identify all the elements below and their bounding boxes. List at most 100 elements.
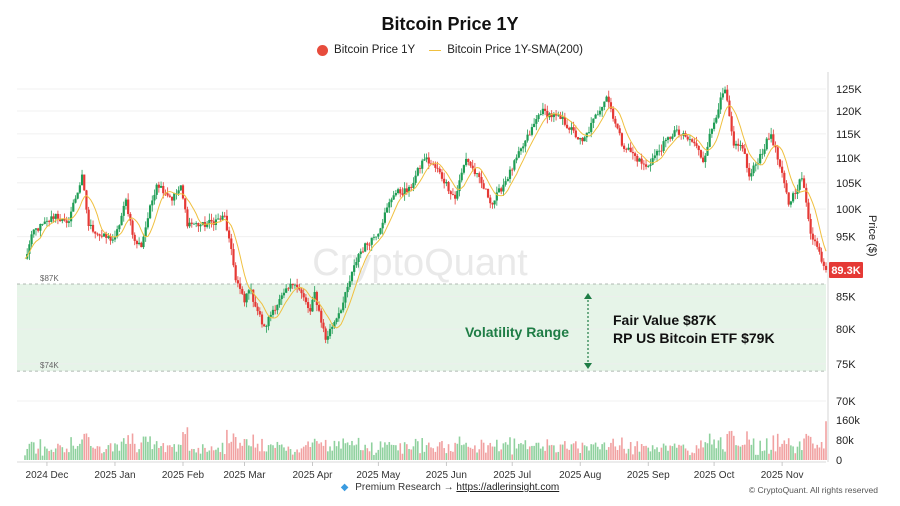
candle-body: [256, 306, 259, 312]
candle-body: [636, 155, 639, 162]
volume-bar: [702, 447, 704, 460]
candle-body: [616, 123, 619, 129]
volume-bar: [384, 442, 386, 460]
candle-body: [399, 189, 402, 194]
candle-body: [309, 308, 312, 312]
volume-bar: [217, 447, 219, 460]
volume-bar: [471, 448, 474, 460]
volume-bar: [390, 444, 393, 460]
volume-bar: [43, 446, 46, 460]
volume-bar: [32, 442, 35, 460]
volume-bar: [107, 445, 110, 460]
candle-body: [322, 322, 325, 329]
volume-bar: [493, 446, 496, 460]
x-tick-label: 2025 Jan: [94, 470, 135, 481]
fair-value-label: Fair Value $87K: [613, 312, 717, 328]
volume-bar: [164, 452, 167, 460]
volume-bar: [643, 446, 645, 460]
candle-body: [234, 265, 237, 281]
volume-bar: [85, 433, 88, 460]
volume-bar: [640, 444, 643, 460]
volume-bar: [92, 447, 94, 460]
volume-bar: [263, 451, 266, 460]
volume-bar: [825, 421, 827, 460]
candle-body: [214, 219, 218, 225]
volume-bar: [406, 444, 408, 460]
y-axis-title: Price ($): [866, 215, 878, 257]
legend-item-price[interactable]: Bitcoin Price 1Y: [317, 44, 415, 56]
candle-body: [473, 168, 476, 175]
volume-bar: [636, 441, 639, 460]
candle-body: [421, 160, 424, 169]
volume-bar: [142, 436, 145, 460]
volume-bar: [678, 444, 680, 460]
candle-body: [741, 145, 744, 149]
legend-dot-icon: [317, 44, 329, 56]
candle-body: [227, 230, 231, 239]
candle-body: [131, 220, 134, 235]
candle-body: [673, 130, 676, 137]
volume-bars: [24, 421, 827, 460]
volume-bar: [280, 444, 283, 460]
volume-bar: [54, 448, 57, 460]
candle-body: [328, 328, 332, 337]
volume-bar: [239, 442, 241, 460]
chart-legend: Bitcoin Price 1Y Bitcoin Price 1Y-SMA(20…: [0, 44, 900, 56]
volume-bar: [607, 447, 610, 460]
candle-body: [684, 133, 687, 137]
volume-bar: [72, 445, 75, 460]
candle-body: [546, 110, 549, 118]
candle-body: [302, 293, 305, 298]
volume-bar: [809, 436, 812, 460]
volume-bar: [559, 444, 562, 460]
volume-bar: [662, 443, 665, 460]
candle-body: [618, 128, 621, 134]
candle-body: [368, 244, 371, 246]
volatility-range-label: Volatility Range: [465, 324, 569, 340]
volume-bar: [669, 445, 671, 460]
candle-body: [712, 122, 716, 129]
volume-bar: [24, 455, 26, 460]
volume-bar: [765, 438, 768, 460]
volume-bar: [30, 441, 33, 460]
volume-bar: [779, 446, 781, 460]
research-link[interactable]: https://adlerinsight.com: [456, 482, 560, 493]
volume-bar: [206, 451, 208, 460]
volume-bar: [193, 449, 195, 460]
volume-bar: [122, 438, 125, 460]
volume-bar: [605, 449, 608, 460]
candle-body: [462, 165, 466, 173]
candle-body: [429, 163, 433, 165]
volume-bar: [741, 444, 744, 460]
volume-bar: [340, 448, 342, 460]
axes: 70K 75K 80K 85K 95K 100K 105K 110K 115K 120K 125K 0…: [17, 72, 862, 481]
legend-item-sma[interactable]: Bitcoin Price 1Y-SMA(200): [429, 44, 583, 56]
volume-bar: [436, 446, 439, 460]
candle-body: [660, 150, 663, 152]
candle-body: [631, 152, 634, 154]
candle-body: [482, 183, 485, 189]
volume-bar: [489, 442, 492, 460]
volume-bar: [438, 442, 441, 460]
y-tick-label: 75K: [836, 359, 856, 371]
volume-bar: [79, 443, 81, 460]
candle-body: [223, 215, 226, 217]
volume-bar: [726, 433, 729, 460]
candle-body: [813, 239, 817, 242]
candle-body: [440, 172, 444, 179]
candle-body: [388, 202, 391, 208]
volume-bar: [298, 452, 301, 460]
x-tick-label: 2025 Mar: [223, 470, 266, 481]
volume-bar: [318, 443, 320, 460]
candle-body: [726, 89, 729, 101]
volume-bar: [434, 451, 437, 460]
candle-body: [230, 238, 233, 250]
candle-body: [87, 209, 90, 227]
volume-bar: [118, 450, 121, 460]
x-tick-label: 2025 Nov: [761, 470, 804, 481]
volume-bar: [531, 445, 533, 460]
candle-body: [96, 233, 99, 235]
legend-label-price: Bitcoin Price 1Y: [334, 44, 416, 56]
candle-body: [686, 136, 689, 140]
candle-body: [48, 220, 51, 222]
